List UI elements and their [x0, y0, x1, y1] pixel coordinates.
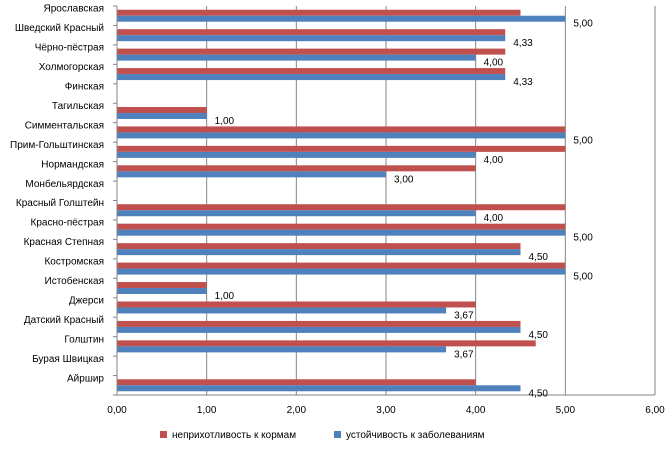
category-label: Монбельярдская [25, 178, 104, 190]
data-label: 1,00 [215, 291, 235, 302]
data-label: 4,50 [529, 330, 549, 341]
bar-feed [117, 165, 476, 172]
legend-swatch [334, 431, 341, 438]
category-label: Шведский Красный [15, 23, 104, 34]
x-tick-label: 4,00 [466, 405, 486, 416]
bar-disease [117, 229, 566, 236]
category-labels: Ярославская Шведский Красный Чёрно-пёстрая… [10, 4, 104, 385]
legend: неприхотливость к кормам устойчивость к з… [160, 429, 485, 441]
bar-feed [117, 301, 476, 308]
bar-feed [117, 145, 566, 152]
legend-label: неприхотливость к кормам [172, 430, 296, 441]
bar-disease [117, 35, 506, 42]
data-label: 1,00 [215, 116, 235, 127]
category-label: Нормандская [41, 159, 104, 170]
bar-feed [117, 68, 506, 75]
x-tick-label: 6,00 [645, 405, 665, 416]
bar-disease [117, 346, 447, 353]
bar-feed [117, 282, 207, 289]
bar-feed [117, 320, 521, 327]
category-label: Костромская [44, 257, 104, 268]
data-label: 5,00 [573, 135, 593, 146]
bar-disease [117, 74, 506, 81]
bar-disease [117, 54, 476, 61]
category-label: Истобенская [45, 275, 105, 287]
bar-disease [117, 210, 476, 217]
x-tick-label: 2,00 [287, 405, 307, 416]
category-label: Тагильская [52, 101, 104, 112]
category-label: Бурая Швицкая [32, 354, 104, 365]
bar-feed [117, 262, 566, 269]
bar-disease [117, 307, 447, 314]
bar-feed [117, 126, 566, 133]
bar-disease [117, 249, 521, 256]
category-label: Красный Голштейн [16, 198, 104, 209]
bar-feed [117, 243, 521, 250]
data-label: 5,00 [573, 272, 593, 283]
category-label: Айршир [67, 373, 104, 384]
data-label: 4,00 [484, 155, 504, 166]
data-label: 3,67 [454, 349, 474, 360]
data-label: 4,50 [529, 388, 549, 399]
bar-disease [117, 326, 521, 333]
category-label: Холмогорская [39, 62, 104, 73]
bar-disease [117, 268, 566, 275]
bar-disease [117, 151, 476, 158]
x-tick-label: 1,00 [197, 405, 217, 416]
x-tick-label: 0,00 [107, 405, 127, 416]
category-label: Голштин [64, 334, 104, 345]
x-tick-label: 3,00 [376, 405, 396, 416]
category-label: Чёрно-пёстрая [35, 43, 104, 54]
legend-label: устойчивость к заболеваниям [346, 429, 485, 441]
bar-feed [117, 223, 566, 230]
bar-feed [117, 379, 476, 386]
data-label: 3,67 [454, 310, 474, 321]
data-label: 4,33 [513, 77, 533, 88]
axes [113, 5, 655, 396]
category-label: Джерси [69, 295, 104, 306]
bar-feed [117, 204, 566, 211]
x-tick-labels: 0,00 1,00 2,00 3,00 4,00 5,00 6,00 [107, 405, 665, 416]
category-label: Красно-пёстрая [31, 218, 104, 229]
data-label: 4,00 [484, 58, 504, 69]
category-label: Прим-Гольштинская [10, 140, 104, 151]
bar-feed [117, 340, 536, 347]
bar-disease [117, 385, 521, 392]
data-label: 4,33 [513, 38, 533, 49]
category-label: Симментальская [25, 120, 104, 131]
gridlines [206, 6, 656, 395]
bar-disease [117, 132, 566, 139]
bar-feed [117, 48, 506, 55]
bar-feed [117, 29, 506, 36]
data-label: 3,00 [394, 174, 414, 185]
category-label: Финская [65, 82, 104, 93]
bar-disease [117, 15, 566, 22]
data-label: 4,50 [529, 252, 549, 263]
legend-swatch [160, 431, 167, 438]
bar-disease [117, 171, 386, 178]
data-label: 4,00 [484, 213, 504, 224]
bar-disease [117, 112, 207, 119]
bar-feed [117, 106, 207, 113]
data-label: 5,00 [573, 19, 593, 30]
bar-feed [117, 9, 521, 16]
category-label: Ярославская [43, 4, 104, 15]
data-label: 5,00 [573, 233, 593, 244]
x-tick-label: 5,00 [556, 405, 576, 416]
data-labels: 5,00 4,33 4,00 4,33 1,00 5,00 4,00 3,00 4,00 5,00… [215, 19, 594, 400]
category-label: Красная Степная [24, 237, 104, 248]
category-label: Датский Красный [24, 315, 104, 326]
bar-disease [117, 288, 207, 295]
bars [117, 9, 566, 392]
